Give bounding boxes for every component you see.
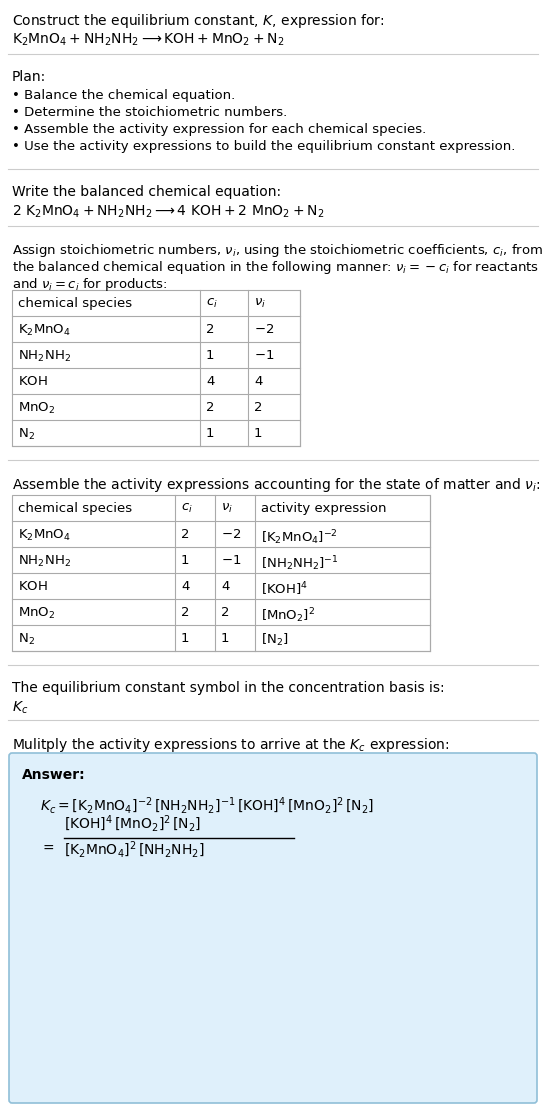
Text: $[\mathrm{KOH}]^{4}$: $[\mathrm{KOH}]^{4}$ bbox=[261, 580, 308, 597]
Text: • Assemble the activity expression for each chemical species.: • Assemble the activity expression for e… bbox=[12, 123, 426, 136]
Text: Assign stoichiometric numbers, $\nu_i$, using the stoichiometric coefficients, $: Assign stoichiometric numbers, $\nu_i$, … bbox=[12, 242, 543, 259]
Text: 2: 2 bbox=[254, 401, 263, 414]
Text: $\mathrm{KOH}$: $\mathrm{KOH}$ bbox=[18, 580, 48, 593]
Text: $\mathrm{N_2}$: $\mathrm{N_2}$ bbox=[18, 427, 35, 443]
Text: 1: 1 bbox=[181, 632, 189, 645]
Text: $[\mathrm{NH_2NH_2}]^{-1}$: $[\mathrm{NH_2NH_2}]^{-1}$ bbox=[261, 554, 339, 573]
Text: $\nu_i$: $\nu_i$ bbox=[221, 502, 233, 515]
Text: $c_i$: $c_i$ bbox=[206, 297, 218, 310]
Text: 2: 2 bbox=[221, 606, 229, 619]
Text: 2: 2 bbox=[206, 322, 215, 336]
Text: $\mathrm{K_2MnO_4}$: $\mathrm{K_2MnO_4}$ bbox=[18, 528, 71, 543]
Text: $c_i$: $c_i$ bbox=[181, 502, 193, 515]
Text: $\nu_i$: $\nu_i$ bbox=[254, 297, 266, 310]
Text: 1: 1 bbox=[181, 554, 189, 567]
Bar bbox=[12, 290, 300, 446]
Bar bbox=[12, 495, 430, 651]
Text: 2: 2 bbox=[181, 528, 189, 542]
Text: Plan:: Plan: bbox=[12, 70, 46, 85]
Text: 4: 4 bbox=[221, 580, 229, 593]
Text: $[\mathrm{KOH}]^{4}\,[\mathrm{MnO_2}]^{2}\,[\mathrm{N_2}]$: $[\mathrm{KOH}]^{4}\,[\mathrm{MnO_2}]^{2… bbox=[64, 814, 201, 834]
Text: Construct the equilibrium constant, $K$, expression for:: Construct the equilibrium constant, $K$,… bbox=[12, 12, 384, 30]
Text: $-1$: $-1$ bbox=[254, 349, 274, 363]
Text: $\mathrm{N_2}$: $\mathrm{N_2}$ bbox=[18, 632, 35, 647]
Text: $K_c$: $K_c$ bbox=[12, 699, 28, 716]
Text: 1: 1 bbox=[221, 632, 229, 645]
Text: 2: 2 bbox=[206, 401, 215, 414]
Text: Write the balanced chemical equation:: Write the balanced chemical equation: bbox=[12, 185, 281, 199]
Text: $\mathrm{2\ K_2MnO_4 + NH_2NH_2 \longrightarrow 4\ KOH + 2\ MnO_2 + N_2}$: $\mathrm{2\ K_2MnO_4 + NH_2NH_2 \longrig… bbox=[12, 203, 324, 220]
Text: chemical species: chemical species bbox=[18, 297, 132, 310]
Text: 2: 2 bbox=[181, 606, 189, 619]
Text: 1: 1 bbox=[206, 427, 215, 440]
Text: $\mathrm{MnO_2}$: $\mathrm{MnO_2}$ bbox=[18, 606, 55, 622]
Text: $\mathrm{NH_2NH_2}$: $\mathrm{NH_2NH_2}$ bbox=[18, 554, 71, 569]
Text: $[\mathrm{MnO_2}]^{2}$: $[\mathrm{MnO_2}]^{2}$ bbox=[261, 606, 315, 625]
FancyBboxPatch shape bbox=[9, 753, 537, 1103]
Text: • Use the activity expressions to build the equilibrium constant expression.: • Use the activity expressions to build … bbox=[12, 140, 515, 153]
Text: the balanced chemical equation in the following manner: $\nu_i = -c_i$ for react: the balanced chemical equation in the fo… bbox=[12, 259, 539, 276]
Text: 4: 4 bbox=[181, 580, 189, 593]
Text: chemical species: chemical species bbox=[18, 502, 132, 515]
Text: $K_c = [\mathrm{K_2MnO_4}]^{-2}\,[\mathrm{NH_2NH_2}]^{-1}\,[\mathrm{KOH}]^{4}\,[: $K_c = [\mathrm{K_2MnO_4}]^{-2}\,[\mathr… bbox=[40, 796, 375, 816]
Text: $\mathrm{NH_2NH_2}$: $\mathrm{NH_2NH_2}$ bbox=[18, 349, 71, 364]
Text: $[\mathrm{N_2}]$: $[\mathrm{N_2}]$ bbox=[261, 632, 289, 648]
Text: $-2$: $-2$ bbox=[254, 322, 274, 336]
Text: • Balance the chemical equation.: • Balance the chemical equation. bbox=[12, 89, 235, 102]
Text: $[\mathrm{K_2MnO_4}]^{-2}$: $[\mathrm{K_2MnO_4}]^{-2}$ bbox=[261, 528, 338, 547]
Text: $\mathrm{K_2MnO_4}$: $\mathrm{K_2MnO_4}$ bbox=[18, 322, 71, 338]
Text: $=$: $=$ bbox=[40, 840, 55, 854]
Text: • Determine the stoichiometric numbers.: • Determine the stoichiometric numbers. bbox=[12, 106, 287, 119]
Text: 1: 1 bbox=[206, 349, 215, 363]
Text: 1: 1 bbox=[254, 427, 263, 440]
Text: $-1$: $-1$ bbox=[221, 554, 241, 567]
Text: $\mathrm{KOH}$: $\mathrm{KOH}$ bbox=[18, 375, 48, 388]
Text: $[\mathrm{K_2MnO_4}]^{2}\,[\mathrm{NH_2NH_2}]$: $[\mathrm{K_2MnO_4}]^{2}\,[\mathrm{NH_2N… bbox=[64, 840, 205, 861]
Text: 4: 4 bbox=[206, 375, 215, 388]
Text: Assemble the activity expressions accounting for the state of matter and $\nu_i$: Assemble the activity expressions accoun… bbox=[12, 476, 541, 494]
Text: $-2$: $-2$ bbox=[221, 528, 241, 542]
Text: $\mathrm{MnO_2}$: $\mathrm{MnO_2}$ bbox=[18, 401, 55, 416]
Text: $\mathrm{K_2MnO_4 + NH_2NH_2 \longrightarrow KOH + MnO_2 + N_2}$: $\mathrm{K_2MnO_4 + NH_2NH_2 \longrighta… bbox=[12, 32, 284, 49]
Text: activity expression: activity expression bbox=[261, 502, 387, 515]
Text: Answer:: Answer: bbox=[22, 768, 86, 782]
Text: 4: 4 bbox=[254, 375, 263, 388]
Text: The equilibrium constant symbol in the concentration basis is:: The equilibrium constant symbol in the c… bbox=[12, 681, 444, 695]
Text: Mulitply the activity expressions to arrive at the $K_c$ expression:: Mulitply the activity expressions to arr… bbox=[12, 736, 449, 754]
Text: and $\nu_i = c_i$ for products:: and $\nu_i = c_i$ for products: bbox=[12, 276, 168, 292]
